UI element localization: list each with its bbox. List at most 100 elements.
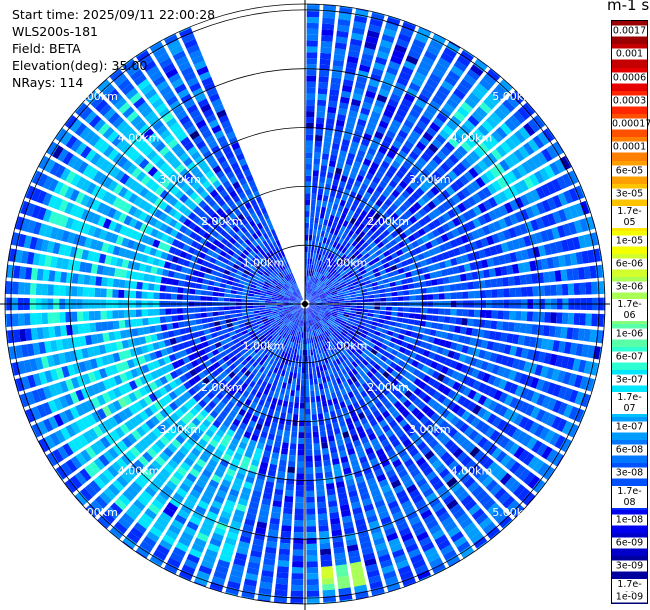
ray-gate [435,236,444,245]
ray-gate [211,474,222,484]
ray-gate [350,297,357,300]
ray-gate [226,494,238,503]
ray-gate [248,555,262,564]
ray-gate [166,278,174,285]
ray-gate [375,428,384,438]
ray-gate [462,211,472,222]
ray-gate [183,208,192,217]
ray-gate [331,221,338,229]
ray-gate [324,290,331,294]
ray-gate [263,283,270,288]
ray-gate [314,217,319,224]
ray-gate [282,364,288,371]
ray-gate [332,311,339,314]
ray-gate [91,396,101,409]
ray-gate [385,130,396,139]
ray-gate [77,161,89,174]
ray-gate [572,327,580,341]
ray-gate [498,191,509,203]
ray-gate [242,524,254,533]
ray-gate [340,425,348,433]
ray-gate [48,384,58,397]
ray-gate [510,91,524,105]
ray-gate [398,180,408,189]
ray-gate [206,312,213,317]
ray-gate [373,310,380,314]
ray-gate [537,131,550,146]
ray-gate [323,278,329,284]
ray-gate [567,423,578,438]
ray-gate [258,398,266,407]
ray-gate [365,256,373,263]
ray-gate [308,307,313,312]
ray-gate [291,348,295,355]
ray-gate [267,343,273,350]
ray-gate [321,302,328,304]
ray-gate [432,308,440,315]
ray-gate [383,155,393,165]
ray-gate [84,262,93,273]
ray-gate [176,419,187,429]
ray-gate [314,308,321,312]
ray-gate [169,263,177,271]
ray-gate [213,281,221,287]
ray-gate [313,229,317,236]
ray-gate [277,423,285,431]
ray-gate [135,252,144,262]
ray-gate [419,575,432,582]
ray-gate [261,498,272,506]
ray-gate [320,346,325,353]
ray-gate [54,325,62,338]
ray-gate [108,331,116,341]
ray-gate [138,398,148,409]
ray-gate [354,287,361,291]
ray-gate [469,463,481,475]
ray-gate [270,511,281,520]
ray-gate [394,44,408,54]
ray-gate [62,151,74,165]
ray-gate [76,311,84,322]
ray-gate [349,38,363,47]
ray-gate [296,297,302,302]
ray-gate [367,352,375,359]
ray-gate [226,428,235,438]
ray-gate [293,526,304,533]
ray-gate [333,331,339,337]
ray-gate [90,334,99,345]
ray-gate [180,334,188,342]
ray-gate [417,172,427,182]
ray-gate [245,512,257,521]
ray-gate [321,153,330,160]
ray-gate [365,266,372,273]
ray-gate [139,540,154,553]
ray-gate [188,339,196,347]
ray-gate [407,319,415,325]
ray-gate [80,208,91,221]
ray-gate [492,256,500,266]
ray-gate [156,516,169,528]
ray-gate [302,308,305,315]
ray-gate [313,372,317,379]
ray-gate [280,453,288,461]
ray-gate [319,542,331,550]
ray-gate [152,427,163,438]
ray-gate [482,156,493,168]
ray-gate [258,467,267,475]
ray-gate [385,392,394,401]
ray-gate [336,30,349,38]
ray-gate [47,284,54,296]
ray-gate [152,239,161,248]
ray-gate [292,311,298,316]
ray-gate [504,476,517,490]
ray-gate [127,260,135,270]
ray-gate [123,215,133,226]
ray-gate [307,264,310,271]
ray-gate [436,405,446,415]
ray-gate [314,454,322,462]
ray-gate [118,410,128,422]
ray-gate [372,592,385,597]
ray-gate [523,452,535,466]
ray-gate [193,581,207,588]
ray-gate [290,335,294,342]
ray-gate [425,408,436,418]
